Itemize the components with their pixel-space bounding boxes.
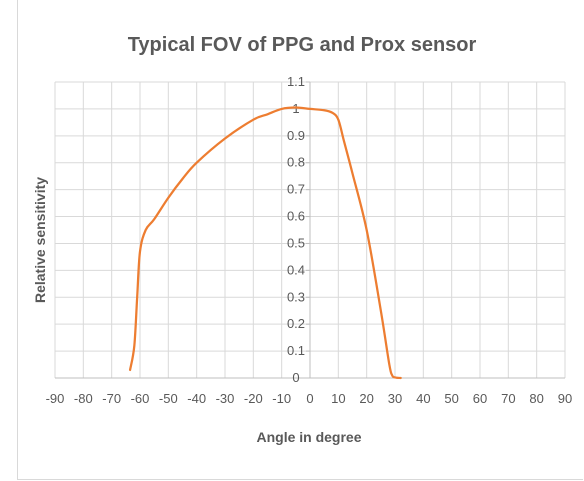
x-tick-label: -50 (159, 391, 178, 406)
y-tick-label: 0.3 (287, 289, 305, 304)
y-tick-label: 0.4 (287, 262, 305, 277)
y-tick-label: 0.2 (287, 316, 305, 331)
y-tick-label: 0.6 (287, 209, 305, 224)
axes (55, 81, 565, 379)
y-tick-label: 1.1 (287, 74, 305, 89)
x-tick-label: -70 (102, 391, 121, 406)
x-tick-label: 90 (558, 391, 572, 406)
y-tick-label: 0.9 (287, 128, 305, 143)
x-tick-label: 10 (331, 391, 345, 406)
x-tick-label: 20 (359, 391, 373, 406)
x-tick-label: -80 (74, 391, 93, 406)
x-tick-label: -60 (131, 391, 150, 406)
x-axis-title: Angle in degree (256, 429, 361, 445)
x-tick-label: -40 (187, 391, 206, 406)
y-tick-labels: 00.10.20.30.40.50.60.70.80.911.1 (287, 74, 305, 385)
x-tick-label: 80 (529, 391, 543, 406)
y-tick-label: 0.7 (287, 182, 305, 197)
x-tick-labels: -90 -80 -70 -60 -50 -40 -30 -20 -10 0 10 20 30 40 50 60… (46, 391, 573, 406)
y-tick-label: 0.8 (287, 155, 305, 170)
x-tick-label: 70 (501, 391, 515, 406)
sensitivity-series-line (128, 106, 402, 380)
y-axis-title: Relative sensitivity (32, 177, 48, 303)
x-tick-label: 30 (388, 391, 402, 406)
x-tick-label: -20 (244, 391, 263, 406)
x-tick-label: -10 (272, 391, 291, 406)
x-tick-label: -30 (216, 391, 235, 406)
x-tick-label: 40 (416, 391, 430, 406)
x-tick-label: 60 (473, 391, 487, 406)
y-tick-label: 0.5 (287, 235, 305, 250)
y-tick-label: 0 (292, 370, 299, 385)
x-tick-label: 0 (306, 391, 313, 406)
chart-title: Typical FOV of PPG and Prox sensor (128, 34, 477, 56)
series-lines (128, 106, 402, 380)
x-tick-label: -90 (46, 391, 65, 406)
y-tick-label: 0.1 (287, 343, 305, 358)
x-tick-label: 50 (444, 391, 458, 406)
